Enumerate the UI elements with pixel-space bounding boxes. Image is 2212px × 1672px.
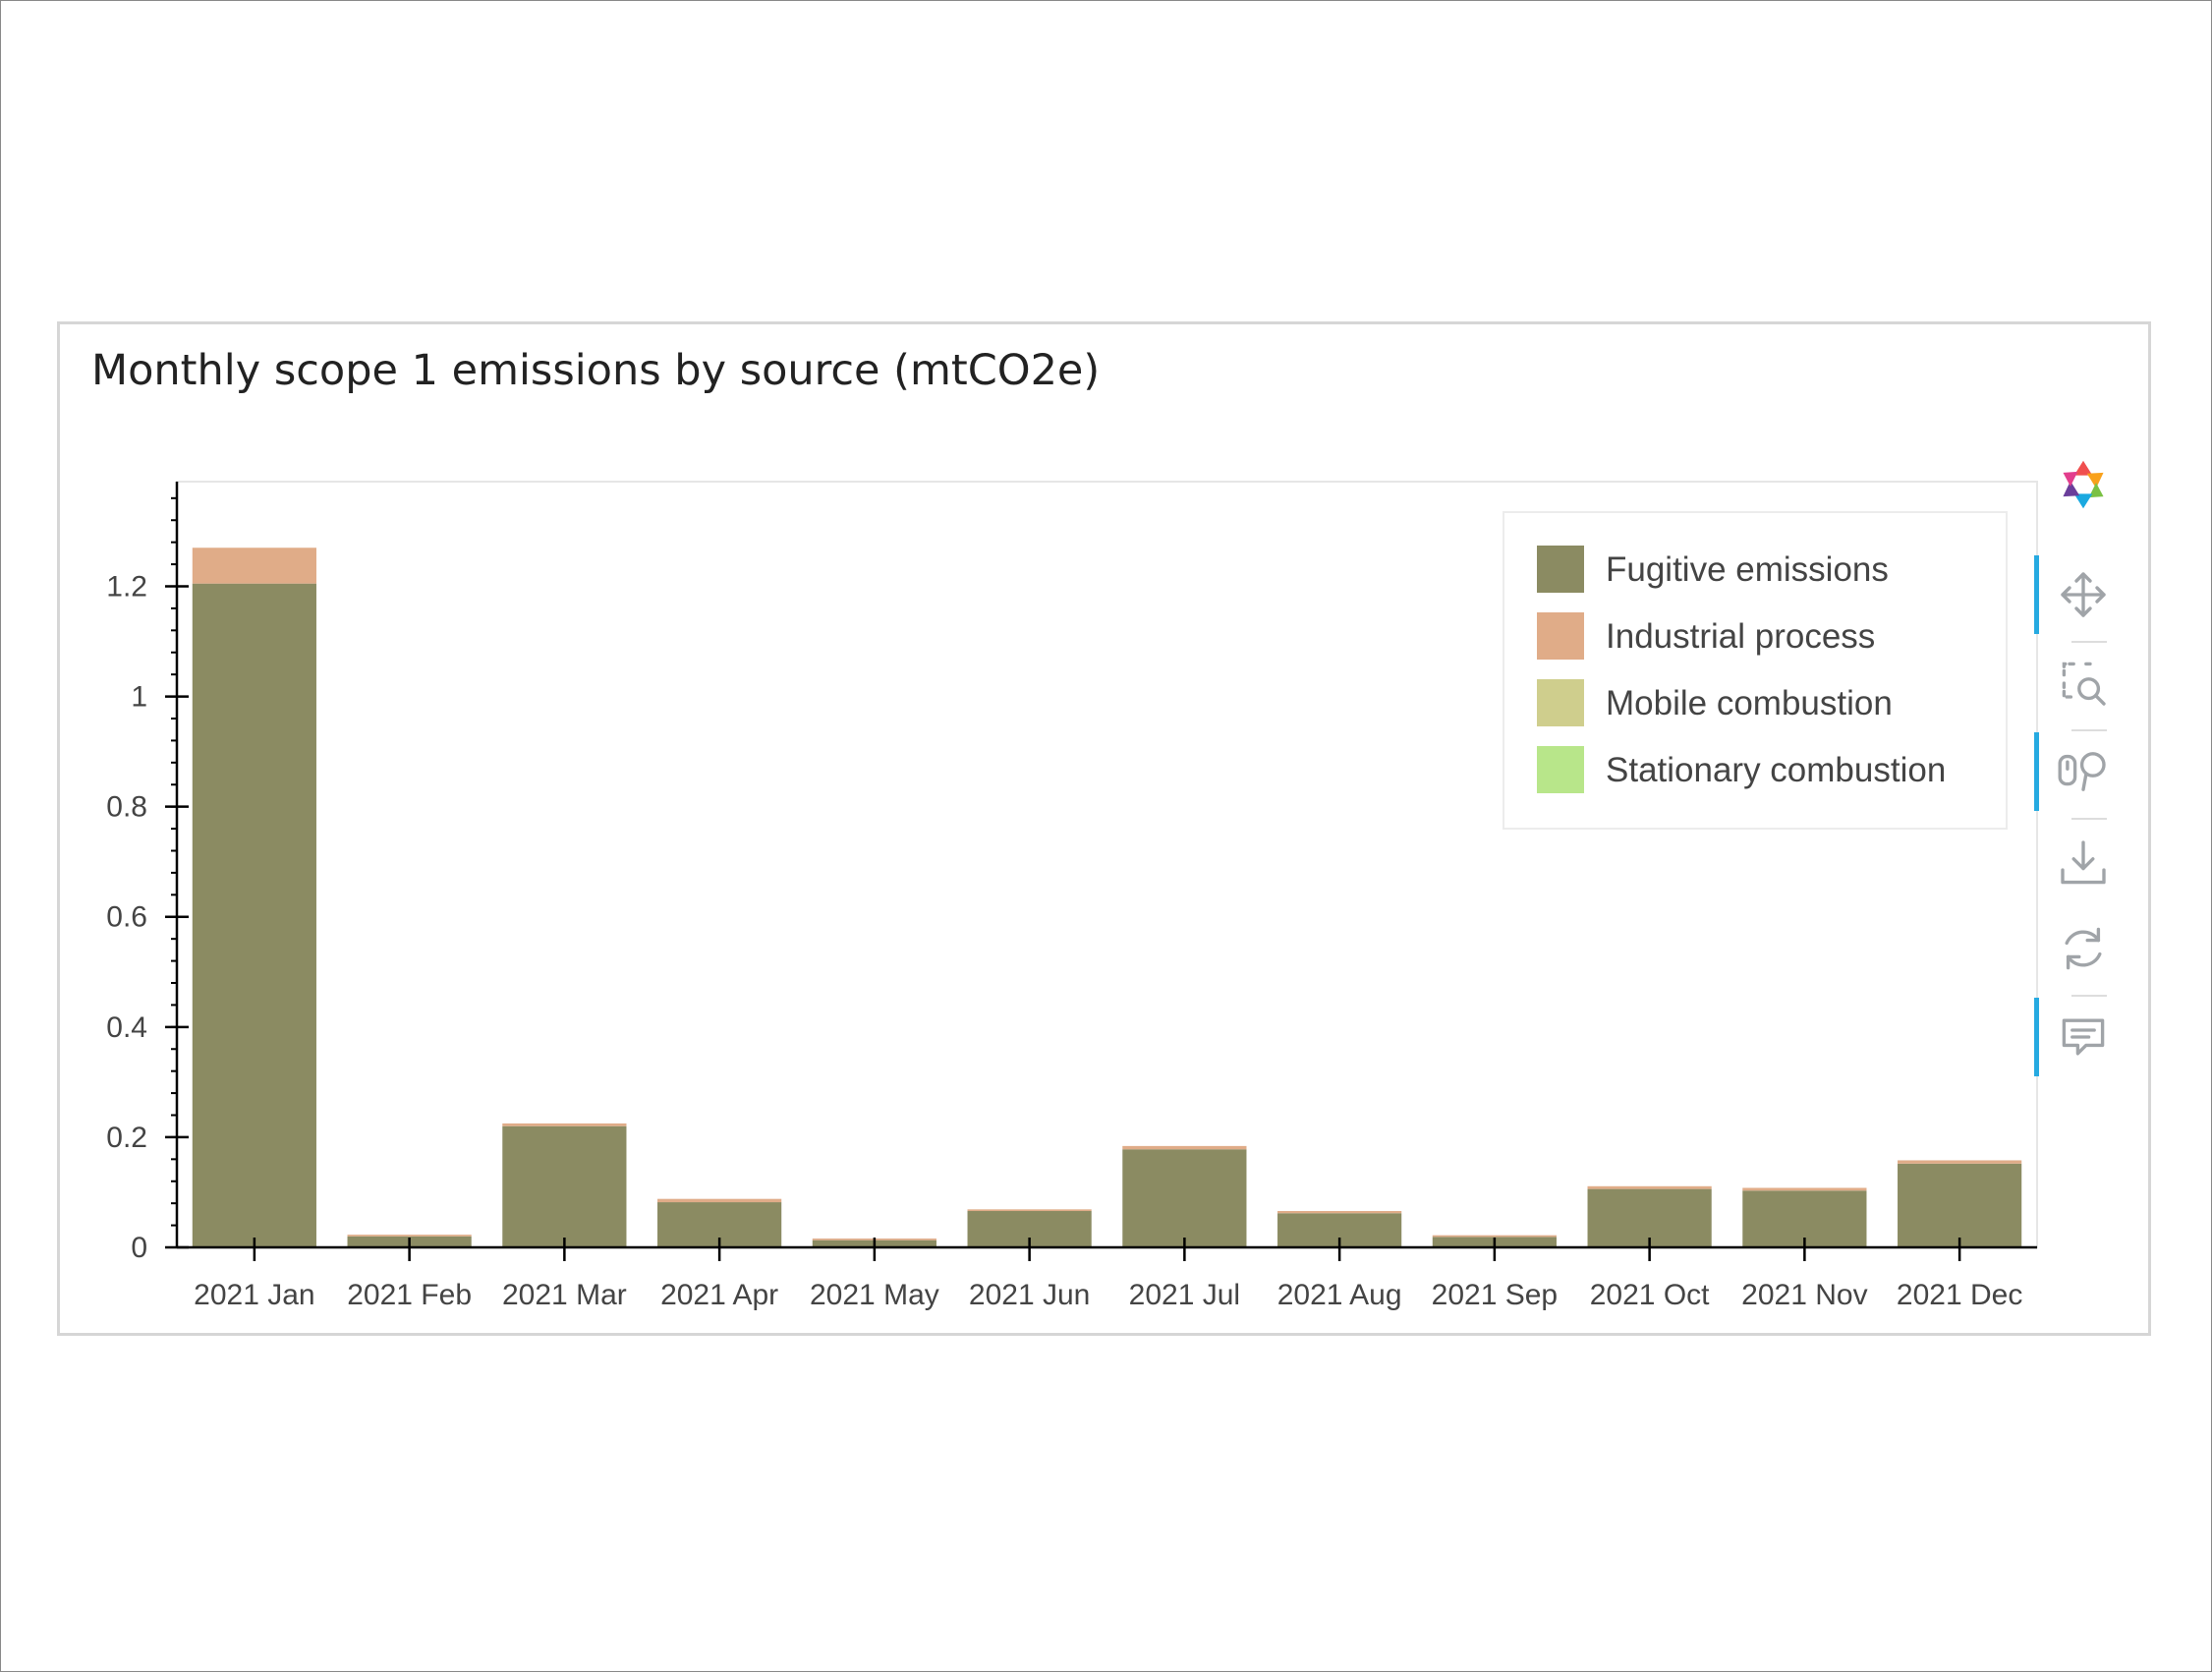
save-icon <box>2061 840 2106 885</box>
y-tick-label: 0.8 <box>106 791 147 824</box>
reset-icon <box>2065 927 2102 970</box>
y-tick-label: 0.4 <box>106 1011 147 1044</box>
bar-industrial-process[interactable] <box>1587 1185 1712 1189</box>
bokeh-logo-icon <box>2063 460 2104 509</box>
x-tick-label: 2021 Aug <box>1277 1279 1402 1311</box>
bar-industrial-process[interactable] <box>192 548 316 584</box>
legend-label[interactable]: Stationary combustion <box>1606 751 1946 789</box>
y-tick-label: 0.6 <box>106 901 147 934</box>
x-tick-label: 2021 Feb <box>347 1279 472 1311</box>
legend-swatch[interactable] <box>1537 546 1584 593</box>
y-tick-label: 0.2 <box>106 1122 147 1154</box>
bar-industrial-process[interactable] <box>1742 1187 1867 1191</box>
toolbar-separator <box>2071 729 2107 731</box>
legend-swatch[interactable] <box>1537 746 1584 793</box>
pan-tool-button[interactable] <box>2024 555 2142 634</box>
bar-fugitive-emissions[interactable] <box>1898 1163 2022 1247</box>
toolbar-separator <box>2071 995 2107 997</box>
x-tick-label: 2021 Jun <box>969 1279 1090 1311</box>
x-tick-label: 2021 Dec <box>1897 1279 2022 1311</box>
bar-industrial-process[interactable] <box>502 1123 627 1126</box>
bar-fugitive-emissions[interactable] <box>192 583 316 1247</box>
bar-industrial-process[interactable] <box>1432 1235 1557 1238</box>
pan-icon <box>2061 572 2106 617</box>
save-tool-button[interactable] <box>2024 824 2142 902</box>
x-tick-label: 2021 Nov <box>1741 1279 1867 1311</box>
wheel-zoom-tool-button[interactable] <box>2024 732 2142 811</box>
y-tick-label: 1.2 <box>106 570 147 603</box>
x-tick-label: 2021 Apr <box>660 1279 778 1311</box>
x-tick-label: 2021 May <box>810 1279 939 1311</box>
bar-fugitive-emissions[interactable] <box>1122 1149 1247 1247</box>
bar-fugitive-emissions[interactable] <box>502 1125 627 1247</box>
active-indicator <box>2034 555 2039 634</box>
toolbar-separator <box>2071 641 2107 643</box>
x-tick-label: 2021 Mar <box>502 1279 627 1311</box>
wheel-zoom-icon <box>2058 752 2106 791</box>
bar-industrial-process[interactable] <box>1898 1160 2022 1164</box>
y-tick-label: 1 <box>131 681 147 714</box>
bar-industrial-process[interactable] <box>657 1198 782 1203</box>
hover-tool-button[interactable] <box>2024 998 2142 1076</box>
x-tick-label: 2021 Jan <box>194 1279 314 1311</box>
active-indicator <box>2034 644 2039 722</box>
active-indicator <box>2034 909 2039 988</box>
active-indicator <box>2034 732 2039 811</box>
x-tick-label: 2021 Sep <box>1432 1279 1558 1311</box>
bar-industrial-process[interactable] <box>967 1209 1092 1212</box>
y-tick-label: 0 <box>131 1232 147 1264</box>
legend-box <box>1503 511 2008 830</box>
hover-icon <box>2062 1018 2105 1056</box>
active-indicator <box>2034 824 2039 902</box>
legend-label[interactable]: Industrial process <box>1606 617 1875 656</box>
legend-swatch[interactable] <box>1537 679 1584 726</box>
x-tick-label: 2021 Oct <box>1590 1279 1710 1311</box>
toolbar-separator <box>2071 818 2107 820</box>
bar-industrial-process[interactable] <box>1122 1145 1247 1150</box>
plot-toolbar <box>2024 460 2142 1101</box>
box-zoom-icon <box>2062 662 2106 706</box>
chart-title: Monthly scope 1 emissions by source (mtC… <box>91 346 1101 395</box>
legend-label[interactable]: Mobile combustion <box>1606 684 1893 722</box>
legend-swatch[interactable] <box>1537 612 1584 660</box>
legend-label[interactable]: Fugitive emissions <box>1606 550 1889 589</box>
active-indicator <box>2034 998 2039 1076</box>
reset-tool-button[interactable] <box>2024 909 2142 988</box>
bokeh-logo[interactable] <box>2024 445 2142 524</box>
box-zoom-tool-button[interactable] <box>2024 644 2142 722</box>
bar-industrial-process[interactable] <box>1277 1211 1402 1214</box>
bar-industrial-process[interactable] <box>347 1235 472 1237</box>
x-tick-label: 2021 Jul <box>1129 1279 1240 1311</box>
